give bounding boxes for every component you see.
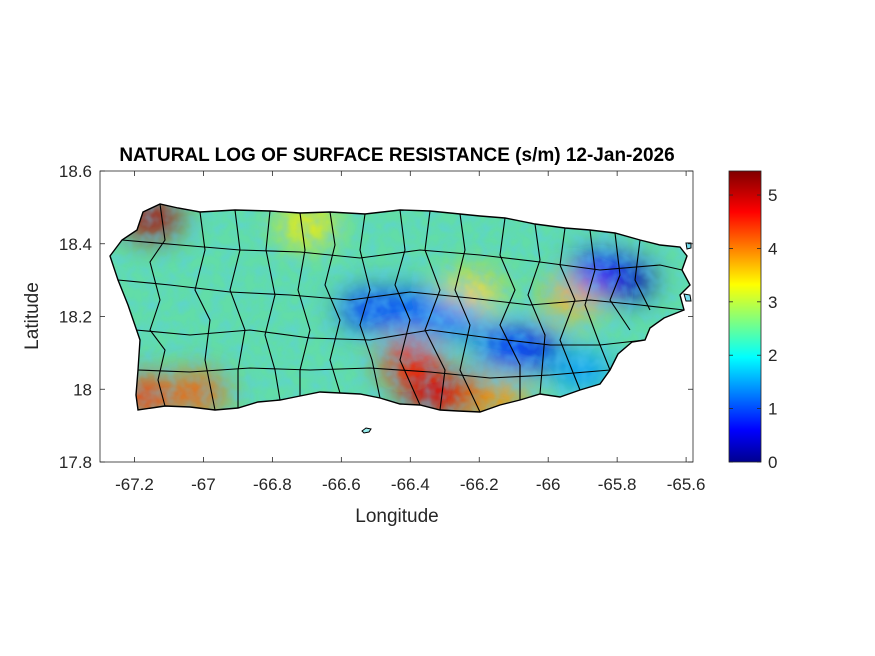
municipality-line-18 — [135, 329, 646, 346]
municipality-line-5 — [324, 211, 341, 394]
x-axis: -67.2 -67 -66.8 -66.6 -66.4 -66.2 -66 -65.8 -65.… — [115, 171, 705, 494]
municipality-line-2 — [229, 209, 246, 408]
municipality-line-11 — [527, 223, 546, 395]
municipality-line-15 — [634, 239, 651, 311]
municipality-line-14 — [609, 232, 631, 331]
y-tick-label: 18.4 — [59, 235, 92, 254]
colorbar-gradient — [728, 170, 762, 463]
x-tick-label: -65.8 — [598, 475, 637, 494]
x-tick-label: -67 — [191, 475, 216, 494]
islet-fragment — [685, 242, 692, 250]
x-tick-label: -67.2 — [115, 475, 154, 494]
municipality-line-12 — [559, 227, 581, 391]
colorbar-ticks: 0 1 2 3 4 5 — [729, 186, 777, 472]
x-axis-label: Longitude — [355, 506, 438, 527]
y-axis-label: Latitude — [22, 282, 43, 350]
municipality-line-6 — [359, 213, 381, 399]
municipality-line-10 — [499, 217, 521, 400]
municipality-line-1 — [194, 211, 216, 411]
municipality-line-7 — [394, 209, 421, 406]
x-tick-label: -66.6 — [322, 475, 361, 494]
chart-title: NATURAL LOG OF SURFACE RESISTANCE (s/m) … — [119, 145, 674, 166]
colorbar-tick-label: 3 — [768, 293, 777, 312]
x-tick-label: -66.8 — [253, 475, 292, 494]
colorbar-tick-label: 5 — [768, 186, 777, 205]
colorbar-tick-label: 1 — [768, 400, 777, 419]
colorbar: 0 1 2 3 4 5 — [728, 170, 777, 472]
municipality-line-3 — [264, 210, 281, 401]
municipality-line-9 — [454, 213, 481, 412]
vieques-fragment — [361, 427, 372, 434]
y-tick-label: 18.2 — [59, 308, 92, 327]
municipality-line-8 — [424, 210, 446, 411]
islet-fragment-2 — [683, 293, 692, 302]
municipality-line-16 — [121, 239, 683, 271]
municipality-line-17 — [117, 279, 685, 311]
municipality-line-13 — [584, 229, 611, 371]
y-tick-label: 18 — [73, 380, 92, 399]
municipality-line-19 — [137, 367, 611, 379]
colorbar-tick-label: 2 — [768, 346, 777, 365]
colorbar-tick-label: 4 — [768, 239, 777, 258]
texture-noise — [110, 204, 690, 412]
y-axis: 17.8 18 18.2 18.4 18.6 — [59, 162, 693, 472]
x-tick-label: -66.2 — [460, 475, 499, 494]
y-tick-label: 17.8 — [59, 453, 92, 472]
x-tick-label: -66.4 — [391, 475, 430, 494]
y-tick-label: 18.6 — [59, 162, 92, 181]
municipality-boundaries — [117, 204, 685, 412]
x-tick-label: -66 — [536, 475, 561, 494]
colorbar-tick-label: 0 — [768, 453, 777, 472]
municipality-line-4 — [297, 212, 311, 396]
coastline — [109, 203, 691, 413]
x-tick-label: -65.6 — [667, 475, 706, 494]
